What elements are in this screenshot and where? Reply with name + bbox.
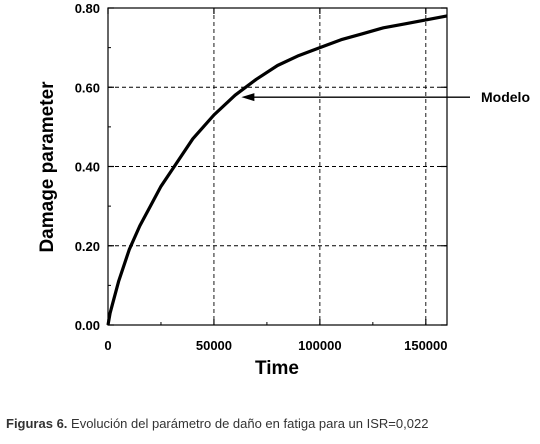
y-tick-label: 0.60 <box>75 80 100 95</box>
x-tick-label: 100000 <box>298 338 341 353</box>
figure-caption: Figuras 6. Evolución del parámetro de da… <box>6 416 536 431</box>
y-tick-label: 0.40 <box>75 160 100 175</box>
caption-lead: Figuras 6. <box>6 416 68 431</box>
y-tick-label: 0.20 <box>75 239 100 254</box>
y-axis-label: Damage parameter <box>37 81 58 253</box>
annotation-arrowhead <box>241 93 255 102</box>
chart: 0 50000 100000 150000 0.000.200.400.600.80 … <box>37 1 530 379</box>
x-tick-label: 150000 <box>404 338 447 353</box>
caption-text: Evolución del parámetro de daño en fatig… <box>67 416 429 431</box>
modelo-curve <box>106 14 448 326</box>
grid-lines <box>108 8 447 325</box>
axis-ticks <box>107 7 447 326</box>
x-tick-labels: 0 50000 100000 150000 <box>104 338 447 353</box>
y-tick-label: 0.80 <box>75 1 100 16</box>
x-tick-label: 0 <box>104 338 111 353</box>
annotation-label: Modelo <box>481 89 530 105</box>
x-axis-label: Time <box>255 358 299 379</box>
x-tick-label: 50000 <box>196 338 232 353</box>
y-tick-labels: 0.00 0.20 0.40 0.60 0.80 <box>75 1 100 333</box>
y-tick-label: 0.00 <box>75 318 100 333</box>
